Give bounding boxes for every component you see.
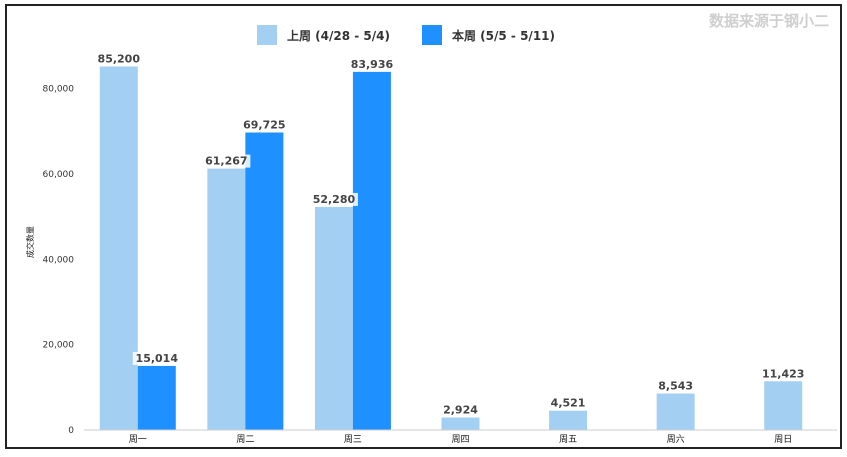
data-labels: 85,200 15,014 61,267 69,725 52,280 83,936 2,92…: [94, 52, 808, 417]
bar-0-2: [314, 206, 353, 430]
x-tick-label: 周二: [236, 434, 254, 445]
bar-0-3: [441, 417, 480, 430]
data-label-0-4: 4,521: [551, 397, 586, 410]
legend: 上周 (4/28 - 5/4) 本周 (5/5 - 5/11): [257, 25, 555, 45]
data-label-bg: [240, 118, 289, 132]
data-label-0-1: 61,267: [205, 155, 247, 168]
x-tick-label: 周四: [451, 434, 469, 445]
legend-swatch-0: [257, 25, 277, 45]
x-tick-label: 周日: [774, 434, 792, 445]
bar-0-0: [99, 66, 138, 431]
x-tick-label: 周六: [667, 433, 685, 445]
data-label-bg: [94, 52, 143, 66]
data-label-bg: [655, 379, 697, 393]
data-label-0-0: 85,200: [98, 52, 141, 65]
bar-1-1: [245, 132, 284, 431]
data-label-bg: [202, 154, 251, 168]
legend-swatch-1: [422, 25, 442, 45]
bar-0-1: [207, 168, 246, 431]
data-label-0-6: 11,423: [762, 367, 804, 380]
x-tick-label: 周一: [129, 434, 147, 445]
data-label-0-2: 52,280: [313, 193, 356, 206]
y-axis: 0 20,000 40,000 60,000 80,000: [43, 85, 75, 436]
data-label-bg: [309, 192, 358, 206]
legend-label-0: 上周 (4/28 - 5/4): [287, 28, 390, 43]
source-note: 数据来源于钢小二: [709, 12, 829, 30]
x-tick-label: 周三: [344, 434, 362, 445]
y-tick-label: 0: [68, 426, 74, 436]
data-label-bg: [759, 367, 808, 381]
legend-label-1: 本周 (5/5 - 5/11): [452, 28, 555, 43]
bar-0-6: [764, 381, 803, 430]
bar-0-5: [656, 393, 695, 430]
data-label-bg: [132, 351, 181, 365]
data-label-0-3: 2,924: [443, 404, 478, 417]
y-axis-title: 成交数量: [25, 226, 35, 258]
y-tick-label: 40,000: [43, 255, 75, 265]
chart-frame: 数据来源于钢小二 上周 (4/28 - 5/4) 本周 (5/5 - 5/11) …: [5, 4, 842, 449]
x-axis: 周一 周二 周三 周四 周五 周六 周日: [84, 429, 837, 445]
bar-1-2: [352, 71, 391, 430]
data-label-1-1: 69,725: [243, 119, 285, 132]
y-tick-label: 60,000: [43, 170, 75, 180]
data-label-1-2: 83,936: [351, 58, 394, 71]
x-tick-label: 周五: [559, 434, 577, 445]
bar-0-4: [549, 410, 588, 430]
y-tick-label: 80,000: [43, 85, 75, 95]
data-label-bg: [547, 396, 589, 410]
data-label-0-5: 8,543: [658, 380, 693, 393]
bar-chart: 数据来源于钢小二 上周 (4/28 - 5/4) 本周 (5/5 - 5/11) …: [25, 12, 837, 445]
data-label-bg: [440, 403, 481, 417]
bar-1-0: [137, 365, 176, 430]
bars: [99, 66, 803, 431]
y-tick-label: 20,000: [43, 341, 75, 351]
data-label-1-0: 15,014: [136, 352, 179, 365]
data-label-bg: [347, 57, 396, 71]
